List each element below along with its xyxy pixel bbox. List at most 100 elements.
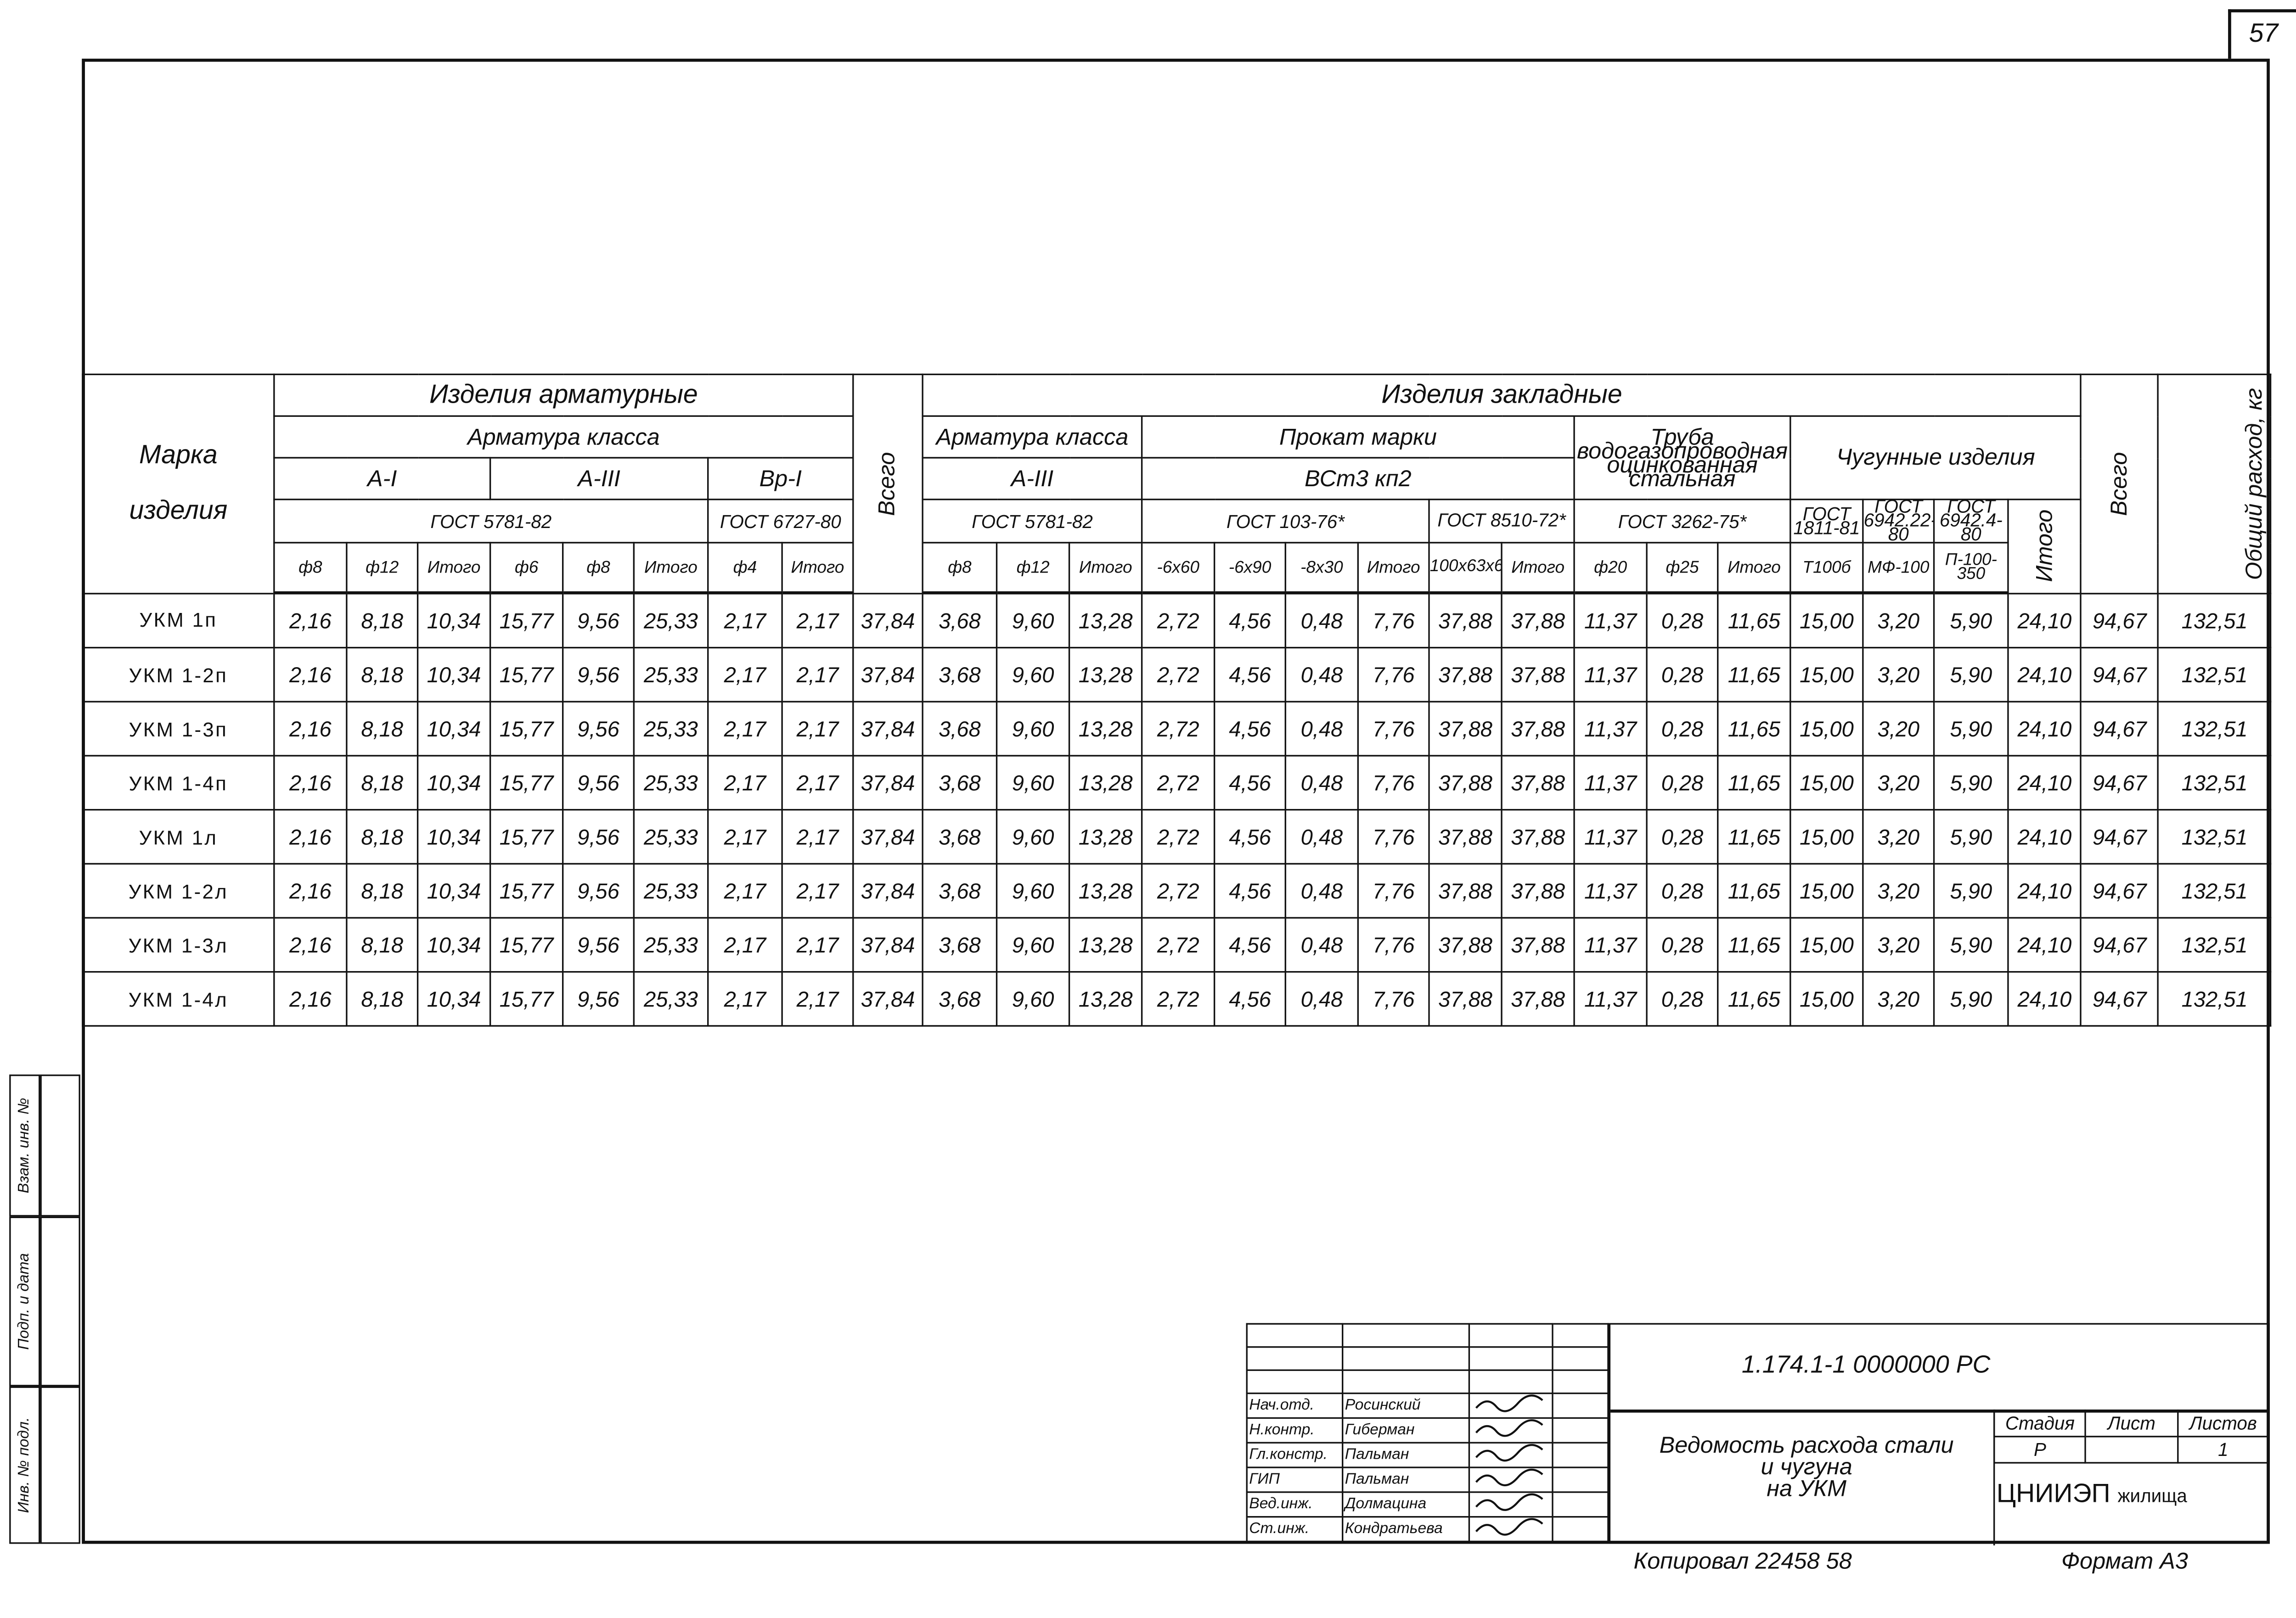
value-cell: 7,76 xyxy=(1357,646,1430,702)
value-cell: 9,56 xyxy=(562,646,635,702)
value-cell: 9,60 xyxy=(996,592,1070,649)
value-cell: 3,68 xyxy=(922,971,998,1027)
sheet-value xyxy=(2085,1436,2178,1464)
mark-cell: УКМ 1-2п xyxy=(82,646,275,702)
copied-by: Копировал 22458 58 xyxy=(1633,1548,1852,1575)
value-cell: 2,17 xyxy=(707,755,783,811)
stage-value: Р xyxy=(1993,1436,2087,1464)
value-cell: 2,16 xyxy=(273,971,348,1027)
value-cell: 0,28 xyxy=(1646,646,1719,702)
signature-row: Вед.инж. Долмацина xyxy=(1246,1491,1609,1518)
gost-6727: ГОСТ 6727-80 xyxy=(707,499,854,544)
value-cell: 24,10 xyxy=(2007,755,2082,811)
mark-header: Марка изделия xyxy=(82,373,275,594)
value-cell: 132,51 xyxy=(2157,755,2272,811)
value-cell: 0,48 xyxy=(1284,863,1359,919)
value-cell: 24,10 xyxy=(2007,592,2082,649)
value-cell: 3,68 xyxy=(922,863,998,919)
value-cell: 11,37 xyxy=(1573,809,1648,865)
value-cell: 4,56 xyxy=(1214,971,1287,1027)
value-cell: 4,56 xyxy=(1214,863,1287,919)
value-cell: 5,90 xyxy=(1933,592,2009,649)
value-cell: 13,28 xyxy=(1068,592,1143,649)
blank-cell xyxy=(1342,1346,1470,1371)
blank-row xyxy=(1246,1369,1609,1394)
column-header: Т100б xyxy=(1790,542,1864,595)
value-cell: 10,34 xyxy=(416,755,491,811)
value-cell: 3,68 xyxy=(922,917,998,973)
table-row: УКМ 1-2л 2,16 8,18 10,34 15,77 9,56 25,33 2,17 2… xyxy=(82,863,2272,919)
gost-3262: ГОСТ 3262-75* xyxy=(1573,499,1791,544)
value-cell: 37,88 xyxy=(1501,809,1575,865)
value-cell: 3,68 xyxy=(922,701,998,757)
value-cell: 15,00 xyxy=(1790,809,1864,865)
value-cell: 0,48 xyxy=(1284,917,1359,973)
value-cell: 37,88 xyxy=(1428,809,1503,865)
blank-cell xyxy=(1468,1346,1553,1371)
signature-name: Кондратьева xyxy=(1342,1516,1470,1543)
value-cell: 132,51 xyxy=(2157,917,2272,973)
value-cell: 15,00 xyxy=(1790,701,1864,757)
value-cell: 37,88 xyxy=(1428,755,1503,811)
blank-cell xyxy=(1552,1323,1609,1348)
value-cell: 8,18 xyxy=(346,917,419,973)
mark-cell: УКМ 1-3л xyxy=(82,917,275,973)
column-header: ф8 xyxy=(922,542,998,595)
sheet-label: Лист xyxy=(2085,1409,2178,1438)
margin-blank xyxy=(40,1216,80,1387)
value-cell: 2,17 xyxy=(781,917,854,973)
value-cell: 3,20 xyxy=(1862,809,1935,865)
signature-name: Росинский xyxy=(1342,1392,1470,1419)
rebar-class-header: Арматура класса xyxy=(273,415,854,459)
value-cell: 2,16 xyxy=(273,646,348,702)
divider xyxy=(1993,1409,1995,1545)
value-cell: 2,16 xyxy=(273,863,348,919)
value-cell: 94,67 xyxy=(2080,809,2159,865)
value-cell: 2,17 xyxy=(707,646,783,702)
value-cell: 11,37 xyxy=(1573,971,1648,1027)
signature-row: Ст.инж. Кондратьева xyxy=(1246,1516,1609,1543)
value-cell: 2,72 xyxy=(1141,863,1216,919)
value-cell: 132,51 xyxy=(2157,971,2272,1027)
column-header: -8x30 xyxy=(1284,542,1359,595)
gost-1811: ГОСТ 1811-81 xyxy=(1790,499,1864,544)
emb-gost-5781: ГОСТ 5781-82 xyxy=(922,499,1143,544)
column-header: ф20 xyxy=(1573,542,1648,595)
value-cell: 94,67 xyxy=(2080,917,2159,973)
value-cell: 13,28 xyxy=(1068,863,1143,919)
header-row-2: Арматура класса Арматура класса Прокат м… xyxy=(83,415,2271,500)
value-cell: 3,68 xyxy=(922,809,998,865)
value-cell: 0,48 xyxy=(1284,592,1359,649)
value-cell: 25,33 xyxy=(633,701,709,757)
value-cell: 10,34 xyxy=(416,863,491,919)
value-cell: 0,28 xyxy=(1646,701,1719,757)
margin-cell-signature-date: Подп. и дата xyxy=(9,1216,40,1387)
value-cell: 4,56 xyxy=(1214,592,1287,649)
column-header: Итого xyxy=(1357,542,1430,595)
value-cell: 4,56 xyxy=(1214,646,1287,702)
signature-scribble xyxy=(1475,1419,1543,1437)
value-cell: 10,34 xyxy=(416,971,491,1027)
value-cell: 94,67 xyxy=(2080,646,2159,702)
table-row: УКМ 1п 2,16 8,18 10,34 15,77 9,56 25,33 2,17 2,1… xyxy=(82,592,2272,649)
value-cell: 8,18 xyxy=(346,701,419,757)
sheets-label: Листов xyxy=(2176,1409,2270,1438)
date-cell xyxy=(1552,1392,1609,1419)
signature-scribble xyxy=(1475,1395,1543,1412)
signature-role: Ст.инж. xyxy=(1246,1516,1344,1543)
header-row-sizes: ф8 ф12 Итого ф6 ф8 Итого ф4 Итого ф8 ф12 Итого -6x6… xyxy=(83,542,2271,595)
value-cell: 13,28 xyxy=(1068,809,1143,865)
value-cell: 3,20 xyxy=(1862,863,1935,919)
margin-blank xyxy=(40,1386,80,1544)
table-row: УКМ 1л 2,16 8,18 10,34 15,77 9,56 25,33 2,17 2,1… xyxy=(82,809,2272,865)
gost-8510: ГОСТ 8510-72* xyxy=(1428,499,1575,544)
value-cell: 11,37 xyxy=(1573,646,1648,702)
signature-role: Н.контр. xyxy=(1246,1417,1344,1444)
overall-header: Общий расход, кг xyxy=(2157,373,2272,594)
value-cell: 132,51 xyxy=(2157,646,2272,702)
value-cell: 13,28 xyxy=(1068,646,1143,702)
date-cell xyxy=(1552,1516,1609,1543)
value-cell: 9,60 xyxy=(996,646,1070,702)
date-cell xyxy=(1552,1417,1609,1444)
